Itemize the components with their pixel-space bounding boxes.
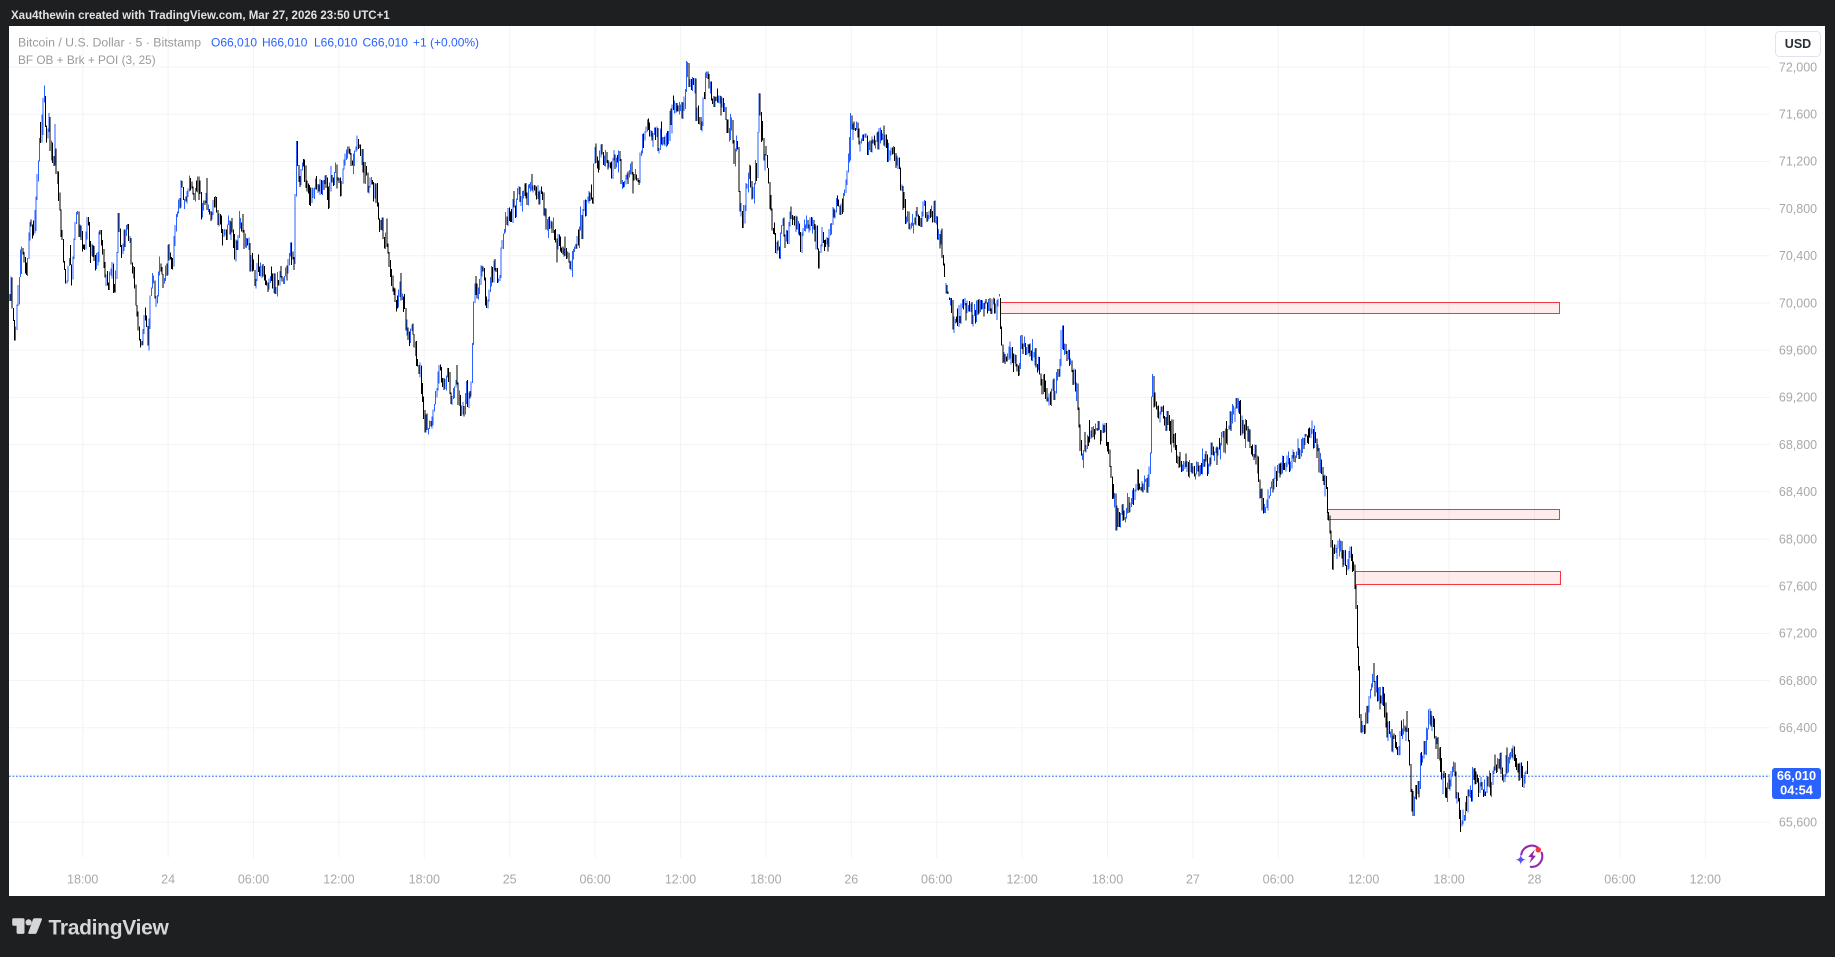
svg-text:06:00: 06:00	[238, 873, 269, 887]
svg-text:65,600: 65,600	[1779, 816, 1817, 830]
svg-text:71,600: 71,600	[1779, 108, 1817, 122]
svg-text:67,200: 67,200	[1779, 627, 1817, 641]
svg-text:18:00: 18:00	[409, 873, 440, 887]
svg-text:66,800: 66,800	[1779, 674, 1817, 688]
svg-text:12:00: 12:00	[323, 873, 354, 887]
svg-text:70,800: 70,800	[1779, 202, 1817, 216]
svg-text:18:00: 18:00	[1092, 873, 1123, 887]
svg-text:Bitcoin / U.S. Dollar · 5 · Bi: Bitcoin / U.S. Dollar · 5 · Bitstamp	[18, 36, 201, 50]
svg-text:TradingView: TradingView	[49, 916, 170, 939]
svg-text:06:00: 06:00	[1604, 873, 1635, 887]
svg-text:BF OB + Brk + POI (3, 25): BF OB + Brk + POI (3, 25)	[18, 53, 156, 67]
svg-text:24: 24	[161, 873, 175, 887]
svg-text:66,400: 66,400	[1779, 721, 1817, 735]
svg-text:12:00: 12:00	[665, 873, 696, 887]
svg-text:72,000: 72,000	[1779, 60, 1817, 74]
svg-text:Xau4thewin created with Tradin: Xau4thewin created with TradingView.com,…	[11, 10, 390, 22]
svg-text:68,800: 68,800	[1779, 438, 1817, 452]
svg-text:USD: USD	[1785, 37, 1811, 51]
svg-text:27: 27	[1186, 873, 1200, 887]
svg-text:18:00: 18:00	[750, 873, 781, 887]
svg-text:71,200: 71,200	[1779, 155, 1817, 169]
svg-text:25: 25	[503, 873, 517, 887]
svg-text:68,000: 68,000	[1779, 532, 1817, 546]
svg-text:70,000: 70,000	[1779, 296, 1817, 310]
svg-text:06:00: 06:00	[579, 873, 610, 887]
svg-text:66,010: 66,010	[1777, 768, 1816, 783]
svg-text:28: 28	[1528, 873, 1542, 887]
svg-text:18:00: 18:00	[1433, 873, 1464, 887]
svg-text:12:00: 12:00	[1348, 873, 1379, 887]
svg-text:06:00: 06:00	[1263, 873, 1294, 887]
svg-text:26: 26	[844, 873, 858, 887]
svg-text:69,600: 69,600	[1779, 344, 1817, 358]
svg-text:18:00: 18:00	[67, 873, 98, 887]
svg-text:04:54: 04:54	[1780, 783, 1814, 798]
svg-text:12:00: 12:00	[1690, 873, 1721, 887]
svg-text:70,400: 70,400	[1779, 249, 1817, 263]
svg-text:12:00: 12:00	[1006, 873, 1037, 887]
svg-text:67,600: 67,600	[1779, 580, 1817, 594]
svg-text:68,400: 68,400	[1779, 485, 1817, 499]
svg-text:69,200: 69,200	[1779, 391, 1817, 405]
svg-text:06:00: 06:00	[921, 873, 952, 887]
